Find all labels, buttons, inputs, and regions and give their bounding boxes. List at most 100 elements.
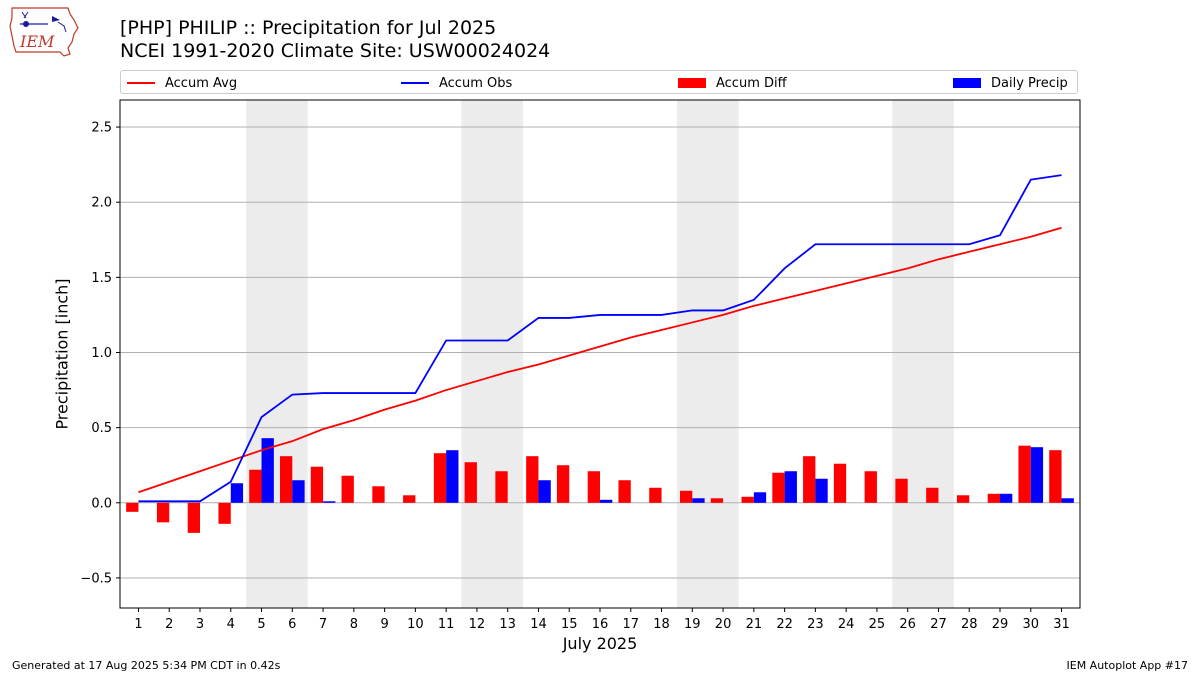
daily-precip-bar-7: [323, 501, 336, 503]
daily-precip-bar-11: [446, 450, 459, 503]
accum-diff-bar-20: [710, 498, 724, 503]
weekend-shade-3: [676, 100, 739, 608]
daily-precip-bar-29: [1000, 493, 1013, 503]
x-tick-label-11: 11: [438, 617, 455, 632]
daily-precip-bar-14: [538, 480, 551, 503]
x-tick-label-19: 19: [684, 617, 701, 632]
accum-diff-bar-17: [618, 480, 631, 503]
accum-diff-bar-28: [956, 495, 970, 503]
accum-diff-bar-31: [1049, 450, 1062, 503]
chart-title: [PHP] PHILIP :: Precipitation for Jul 20…: [120, 17, 497, 39]
x-tick-label-27: 27: [930, 617, 947, 632]
accum-diff-bar-19: [680, 490, 693, 503]
accum-diff-bar-16: [587, 471, 600, 503]
iem-logo: IEM: [8, 6, 80, 58]
accum-diff-bar-9: [372, 486, 385, 503]
x-tick-label-6: 6: [288, 617, 296, 632]
accum-diff-bar-29: [987, 493, 1000, 503]
y-tick-label-4: 1.5: [91, 271, 112, 286]
accum-diff-bar-26: [895, 478, 908, 503]
weekend-shade-1: [246, 100, 308, 608]
accum-diff-bar-25: [864, 471, 877, 503]
accum-diff-bar-11: [433, 453, 447, 503]
daily-precip-bar-16: [600, 499, 613, 503]
accum-diff-bar-22: [772, 472, 785, 503]
accum-diff-bar-21: [741, 496, 754, 503]
accum-diff-bar-12: [464, 462, 477, 503]
accum-diff-bar-2: [156, 502, 170, 523]
legend-label-accum-obs: Accum Obs: [439, 75, 513, 91]
y-tick-label-6: 2.5: [91, 121, 112, 136]
x-tick-label-2: 2: [165, 617, 173, 632]
weekend-shade-2: [461, 100, 524, 608]
x-tick-label-24: 24: [838, 617, 855, 632]
x-tick-label-18: 18: [653, 617, 670, 632]
x-tick-label-28: 28: [961, 617, 978, 632]
accum-diff-bar-14: [526, 456, 539, 503]
app-id: IEM Autoplot App #17: [1066, 659, 1189, 672]
y-axis-label: Precipitation [inch]: [52, 278, 72, 430]
x-tick-label-26: 26: [899, 617, 916, 632]
accum-diff-bar-3: [187, 502, 200, 533]
y-tick-label-3: 1.0: [91, 346, 112, 361]
x-tick-label-8: 8: [350, 617, 358, 632]
x-axis-label: July 2025: [562, 634, 638, 653]
daily-precip-bar-30: [1030, 447, 1044, 503]
daily-precip-bar-21: [753, 492, 767, 503]
accum-diff-bar-27: [926, 487, 939, 503]
daily-precip-bar-6: [292, 480, 305, 503]
legend-item-accum-diff: Accum Diff: [678, 74, 787, 92]
x-tick-label-12: 12: [469, 617, 486, 632]
x-tick-label-20: 20: [715, 617, 732, 632]
legend-item-accum-obs: Accum Obs: [401, 74, 512, 92]
x-tick-label-31: 31: [1053, 617, 1070, 632]
y-tick-label-5: 2.0: [91, 196, 112, 211]
daily-precip-bar-22: [784, 471, 797, 503]
accum-diff-bar-30: [1018, 445, 1031, 503]
accum-diff-bar-8: [341, 475, 354, 503]
accum-avg-line: [138, 226, 1062, 494]
x-tick-label-4: 4: [227, 617, 235, 632]
accum-diff-bar-13: [495, 471, 508, 503]
x-tick-label-22: 22: [776, 617, 793, 632]
daily-precip-bar-19: [692, 498, 705, 503]
weekend-shade-4: [892, 100, 954, 608]
accum-diff-bar-6: [280, 456, 293, 503]
legend-label-accum-avg: Accum Avg: [165, 75, 238, 91]
y-tick-label-0: −0.5: [80, 571, 112, 586]
x-tick-label-9: 9: [380, 617, 388, 632]
x-tick-label-17: 17: [622, 617, 639, 632]
x-tick-label-13: 13: [499, 617, 516, 632]
accum-diff-bar-4: [218, 502, 231, 524]
x-tick-label-15: 15: [561, 617, 578, 632]
accum-diff-bar-23: [803, 456, 816, 503]
daily-precip-bar-4: [230, 483, 244, 503]
accum-diff-bar-10: [403, 495, 416, 503]
y-tick-label-2: 0.5: [91, 421, 112, 436]
legend-label-daily-precip: Daily Precip: [991, 75, 1068, 91]
generated-timestamp: Generated at 17 Aug 2025 5:34 PM CDT in …: [12, 659, 281, 672]
x-tick-label-16: 16: [592, 617, 609, 632]
x-tick-label-7: 7: [319, 617, 327, 632]
legend-swatch-accum-diff: [678, 78, 706, 88]
x-tick-label-3: 3: [196, 617, 204, 632]
x-tick-label-29: 29: [992, 617, 1009, 632]
legend-item-daily-precip: Daily Precip: [953, 74, 1068, 92]
x-tick-label-21: 21: [746, 617, 763, 632]
x-tick-label-10: 10: [407, 617, 424, 632]
y-tick-label-1: 0.0: [91, 496, 112, 511]
x-tick-label-25: 25: [869, 617, 886, 632]
legend-swatch-accum-obs: [401, 82, 429, 84]
accum-obs-line: [138, 174, 1062, 503]
accum-diff-bar-5: [249, 469, 262, 503]
daily-precip-bar-31: [1061, 498, 1074, 503]
x-tick-label-1: 1: [134, 617, 142, 632]
accum-diff-bar-24: [833, 463, 847, 503]
chart-subtitle: NCEI 1991-2020 Climate Site: USW00024024: [120, 40, 551, 62]
logo-lettering: IEM: [19, 32, 55, 51]
legend-swatch-daily-precip: [953, 78, 981, 88]
daily-precip-bar-23: [815, 478, 828, 503]
legend-swatch-accum-avg: [127, 82, 155, 84]
x-tick-label-30: 30: [1022, 617, 1039, 632]
